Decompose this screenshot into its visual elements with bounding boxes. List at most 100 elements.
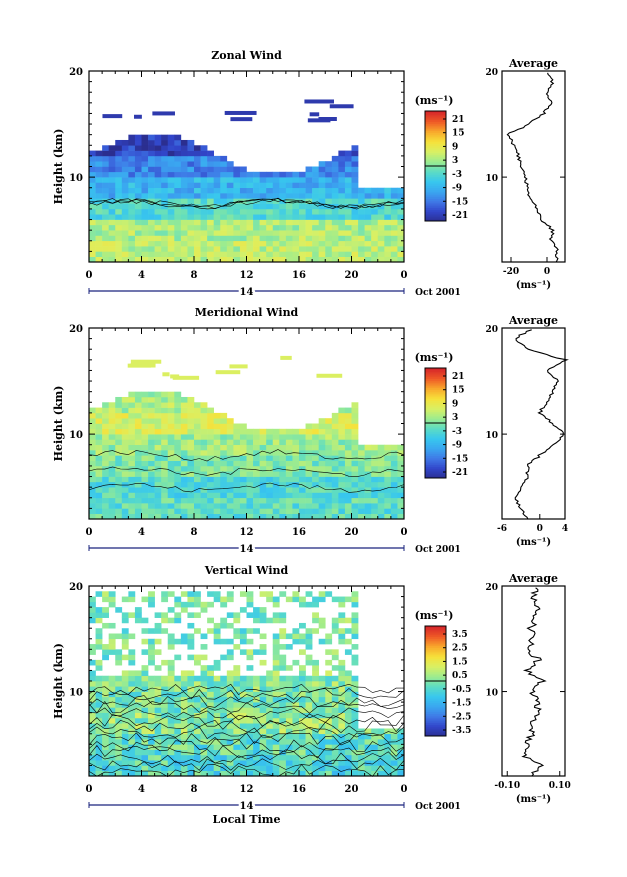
heatmap-cell (384, 214, 392, 220)
heatmap-cell (292, 214, 300, 220)
heatmap-cell (161, 219, 169, 226)
heatmap-cell (187, 171, 195, 178)
heatmap-cell (344, 717, 352, 724)
heatmap-cell (377, 754, 385, 761)
heatmap-cell (194, 230, 201, 236)
heatmap-cell (174, 139, 182, 146)
heatmap-cell (134, 161, 142, 167)
heatmap-patch (329, 104, 354, 109)
heatmap-cell (115, 497, 123, 504)
heatmap-cell (213, 513, 221, 520)
heatmap-cell (259, 476, 267, 483)
heatmap-cell (134, 508, 142, 514)
heatmap-cell (233, 177, 241, 183)
heatmap-cell (154, 145, 162, 151)
heatmap-cell (259, 198, 267, 204)
heatmap-cell (108, 733, 116, 740)
heatmap-cell (154, 396, 162, 403)
colorbar-segment (425, 708, 446, 711)
heatmap-cell (108, 596, 116, 603)
heatmap-cell (220, 434, 228, 440)
heatmap-cell (351, 240, 359, 247)
heatmap-cell (384, 450, 392, 456)
heatmap-cell (167, 224, 175, 231)
heatmap-cell (331, 481, 339, 488)
heatmap-cell (344, 681, 352, 687)
heatmap-cell (390, 770, 398, 777)
heatmap-cell (285, 596, 293, 603)
heatmap-cell (239, 503, 247, 509)
heatmap-cell (207, 161, 214, 167)
heatmap-cell (272, 177, 280, 183)
heatmap-cell (154, 497, 162, 504)
heatmap-cell (292, 754, 300, 761)
heatmap-cell (95, 171, 103, 178)
heatmap-cell (272, 187, 280, 194)
heatmap-cell (187, 256, 195, 263)
heatmap-cell (226, 487, 234, 493)
heatmap-cell (134, 182, 142, 189)
heatmap-cell (220, 161, 228, 167)
heatmap-cell (220, 439, 228, 446)
heatmap-cell (194, 444, 201, 451)
heatmap-cell (207, 617, 214, 624)
heatmap-cell (305, 659, 313, 666)
heatmap-cell (253, 744, 260, 750)
heatmap-cell (174, 460, 182, 467)
colorbar-segment (425, 692, 446, 695)
heatmap-cell (292, 465, 300, 472)
heatmap-cell (95, 444, 103, 451)
heatmap-cell (174, 476, 182, 483)
heatmap-cell (200, 707, 208, 713)
heatmap-cell (121, 497, 129, 504)
heatmap-cell (148, 224, 155, 231)
heatmap-cell (161, 439, 169, 446)
heatmap-cell (180, 601, 188, 608)
heatmap-cell (180, 439, 188, 446)
heatmap-cell (358, 251, 365, 257)
colorbar-segment (425, 145, 446, 149)
heatmap-cell (312, 723, 319, 729)
heatmap-cell (305, 465, 313, 472)
heatmap-cell (220, 465, 228, 472)
heatmap-cell (312, 455, 319, 461)
heatmap-cell (180, 418, 188, 424)
heatmap-cell (134, 193, 142, 199)
heatmap-cell (213, 591, 221, 597)
heatmap-cell (299, 728, 306, 735)
heatmap-cell (174, 412, 182, 419)
heatmap-cell (371, 497, 379, 504)
heatmap-cell (128, 654, 136, 661)
heatmap-cell (121, 450, 129, 456)
heatmap-cell (102, 193, 109, 199)
heatmap-cell (239, 444, 247, 451)
heatmap-cell (174, 391, 182, 398)
heatmap-cell (167, 155, 175, 162)
heatmap-cell (344, 198, 352, 204)
heatmap-cell (174, 497, 182, 504)
heatmap-cell (207, 707, 214, 713)
heatmap-cell (384, 760, 392, 766)
heatmap-cell (154, 739, 162, 745)
heatmap-cell (213, 481, 221, 488)
heatmap-cell (161, 139, 169, 146)
heatmap-cell (134, 402, 142, 408)
heatmap-cell (325, 492, 333, 499)
heatmap-cell (272, 644, 280, 650)
colorbar-segment (425, 472, 446, 475)
heatmap-cell (233, 423, 241, 430)
heatmap-cell (141, 749, 149, 756)
heatmap-cell (371, 235, 379, 242)
heatmap-cell (115, 649, 123, 655)
heatmap-cell (108, 633, 116, 640)
heatmap-cell (213, 177, 221, 183)
heatmap-cell (239, 686, 247, 692)
heatmap-cell (220, 601, 228, 608)
heatmap-cell (220, 654, 228, 661)
heatmap-cell (226, 754, 234, 761)
heatmap-cell (108, 444, 116, 451)
heatmap-cell (108, 749, 116, 756)
heatmap-cell (134, 513, 142, 520)
heatmap-cell (325, 591, 333, 597)
heatmap-cell (344, 150, 352, 157)
